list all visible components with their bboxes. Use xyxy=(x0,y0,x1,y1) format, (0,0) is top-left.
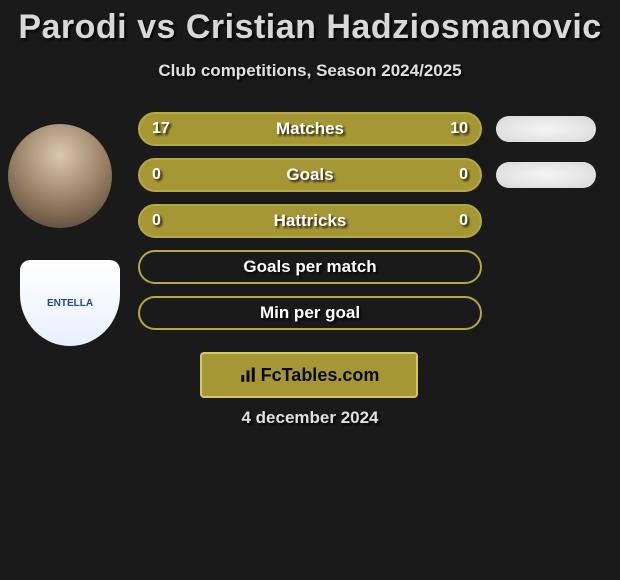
stat-row: Matches 17 10 xyxy=(0,112,620,158)
stat-bar: Matches 17 10 xyxy=(138,112,482,146)
date-text: 4 december 2024 xyxy=(0,408,620,428)
comparison-card: Parodi vs Cristian Hadziosmanovic Club c… xyxy=(0,0,620,580)
stat-right-value: 10 xyxy=(450,120,468,138)
subtitle: Club competitions, Season 2024/2025 xyxy=(0,61,620,81)
stat-bar: Hattricks 0 0 xyxy=(138,204,482,238)
stat-bar: Goals per match xyxy=(138,250,482,284)
stat-row: Goals 0 0 xyxy=(0,158,620,204)
stat-row: Goals per match xyxy=(0,250,620,296)
brand-card: FcTables.com xyxy=(200,352,418,398)
stat-row: Min per goal xyxy=(0,296,620,342)
page-title: Parodi vs Cristian Hadziosmanovic xyxy=(0,0,620,47)
brand-label: FcTables.com xyxy=(261,365,380,386)
bars-icon xyxy=(239,366,257,384)
stat-bar: Min per goal xyxy=(138,296,482,330)
stat-bar: Goals 0 0 xyxy=(138,158,482,192)
stat-label: Matches xyxy=(276,119,344,139)
stat-left-value: 17 xyxy=(152,120,170,138)
player-right-marker xyxy=(496,116,596,142)
player-right-marker xyxy=(496,162,596,188)
stat-left-value: 0 xyxy=(152,212,161,230)
stat-left-value: 0 xyxy=(152,166,161,184)
stat-right-value: 0 xyxy=(459,212,468,230)
stat-label: Min per goal xyxy=(260,303,360,323)
stat-row: Hattricks 0 0 xyxy=(0,204,620,250)
stat-label: Goals xyxy=(286,165,333,185)
brand-text: FcTables.com xyxy=(239,365,380,386)
stat-rows: Matches 17 10 Goals 0 0 Hattricks 0 0 Goals per m… xyxy=(0,112,620,342)
stat-label: Goals per match xyxy=(243,257,376,277)
stat-right-value: 0 xyxy=(459,166,468,184)
stat-label: Hattricks xyxy=(274,211,347,231)
